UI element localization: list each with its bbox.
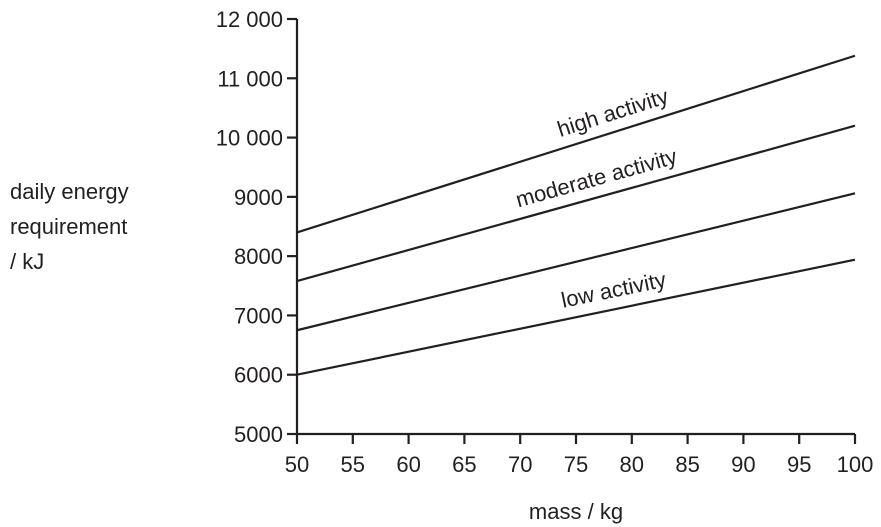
y-axis-title-line-1: daily energy: [10, 179, 129, 204]
y-tick-label: 12 000: [216, 7, 283, 32]
y-axis-title-line-3: / kJ: [10, 249, 44, 274]
x-tick-label: 70: [508, 452, 532, 477]
y-tick-label: 10 000: [216, 126, 283, 151]
y-tick-label: 6000: [234, 363, 283, 388]
y-axis-title: daily energy requirement / kJ: [10, 179, 129, 274]
y-tick-label: 5000: [234, 422, 283, 447]
series-line-moderate-activity: [296, 124, 856, 283]
x-tick-label: 85: [675, 452, 699, 477]
series-label-low-activity: low activity: [559, 267, 668, 313]
series-line-high-activity: [296, 54, 856, 234]
x-tick-label: 75: [564, 452, 588, 477]
y-axis-title-line-2: requirement: [10, 214, 127, 239]
series-line: [296, 192, 856, 332]
x-tick-label: 80: [620, 452, 644, 477]
y-tick-label: 7000: [234, 303, 283, 328]
y-tick-label: 11 000: [217, 66, 283, 91]
series-line-low-activity: [296, 258, 856, 376]
series-label-moderate-activity: moderate activity: [513, 144, 680, 213]
x-tick-label: 60: [396, 452, 420, 477]
x-tick-label: 100: [837, 452, 874, 477]
x-tick-label: 50: [285, 452, 309, 477]
x-axis-title: mass / kg: [529, 499, 623, 524]
y-tick-label: 9000: [234, 185, 283, 210]
x-tick-label: 90: [731, 452, 755, 477]
x-tick-label: 65: [452, 452, 476, 477]
axes: 5000 6000 7000 8000 9000 10 000 11 000 12 000 50…: [216, 7, 874, 477]
x-tick-label: 55: [341, 452, 365, 477]
x-tick-label: 95: [787, 452, 811, 477]
series-lines: [296, 54, 856, 376]
y-tick-label: 8000: [234, 244, 283, 269]
